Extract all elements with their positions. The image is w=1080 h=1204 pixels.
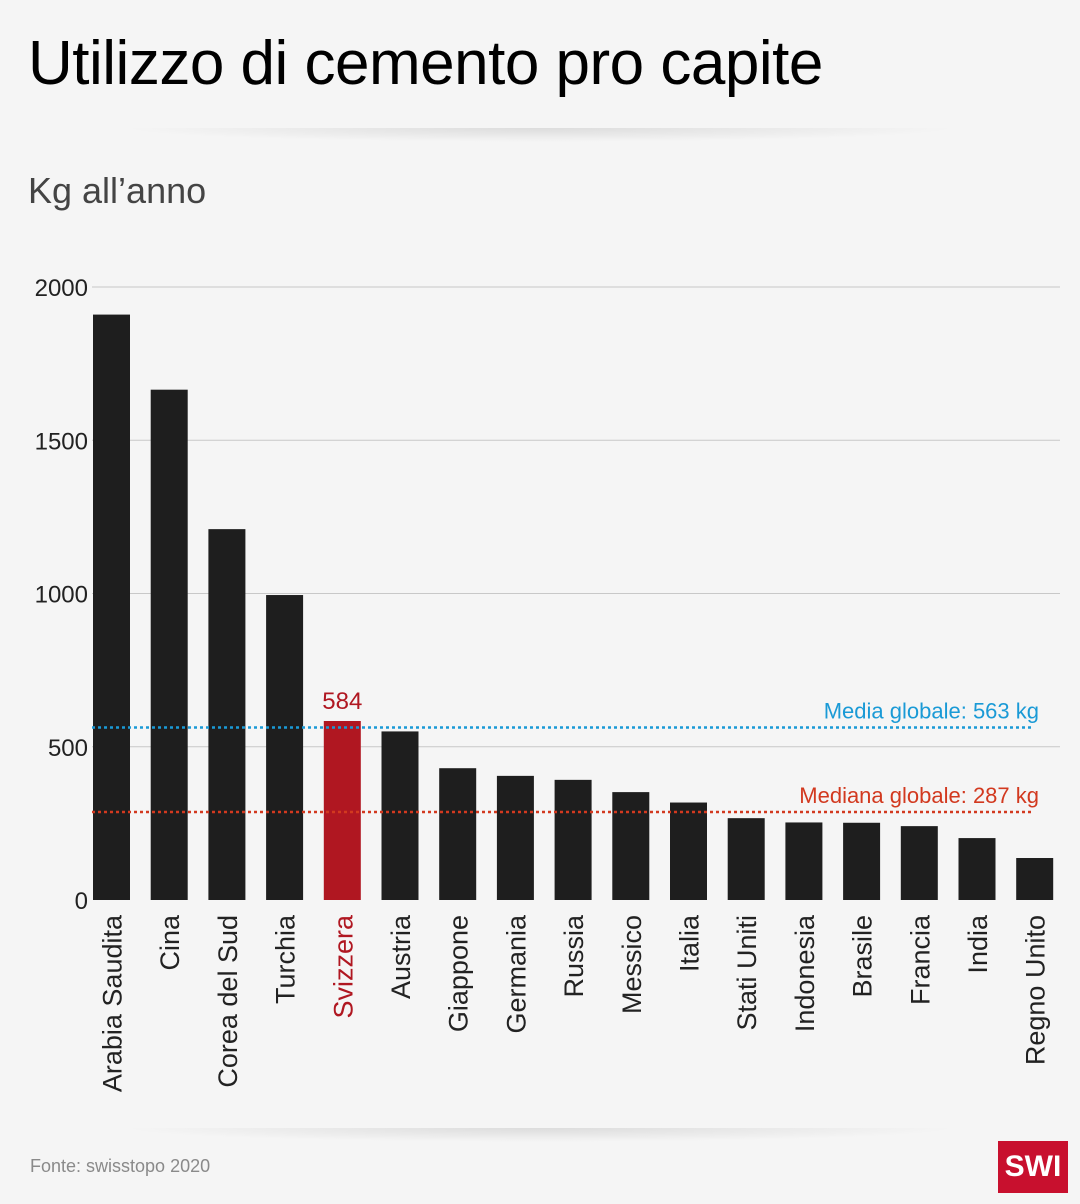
- swi-logo: SWI: [998, 1141, 1068, 1193]
- y-axis-ticks: 0 500 1000 1500 2000: [35, 275, 88, 915]
- bar-brasile: [843, 822, 881, 900]
- x-axis-labels: Arabia Saudita Cina Corea del Sud Turchia Sv…: [98, 914, 1051, 1092]
- bar-giappone: [439, 768, 477, 900]
- bar-stati-uniti: [727, 818, 765, 900]
- highlight-value-label: 584: [322, 688, 362, 715]
- x-tick-label: Svizzera: [328, 914, 358, 1019]
- x-tick-label: Russia: [559, 914, 589, 998]
- y-tick-label: 1500: [35, 428, 88, 455]
- x-tick-label: Regno Unito: [1021, 915, 1051, 1065]
- x-tick-label: Corea del Sud: [213, 915, 243, 1088]
- title-divider-shadow: [120, 128, 960, 142]
- gridlines: [92, 286, 1060, 748]
- bar-austria: [381, 731, 419, 900]
- chart-unit-subtitle: Kg all’anno: [28, 170, 207, 211]
- bar-svizzera: [323, 721, 361, 900]
- bar-india: [958, 838, 996, 900]
- x-tick-label: Italia: [675, 914, 705, 972]
- footer-divider-shadow: [120, 1128, 960, 1142]
- x-tick-label: Germania: [501, 914, 531, 1034]
- x-tick-label: Giappone: [444, 915, 474, 1032]
- bars: 584: [93, 314, 1054, 901]
- bar-germania: [496, 775, 534, 900]
- mean-reference-label: Media globale: 563 kg: [824, 698, 1039, 723]
- bar-cina: [150, 389, 188, 900]
- bar-messico: [612, 792, 650, 900]
- y-tick-label: 500: [48, 735, 88, 762]
- bar-indonesia: [785, 822, 823, 900]
- x-tick-label: Austria: [386, 914, 416, 999]
- bar-chart: 0 500 1000 1500 2000 584 Media globale: 563 …: [35, 275, 1060, 1092]
- x-tick-label: Arabia Saudita: [98, 914, 128, 1092]
- reference-lines: Media globale: 563 kg Mediana globale: 28…: [92, 698, 1039, 814]
- x-tick-label: Stati Uniti: [732, 915, 762, 1031]
- y-tick-label: 1000: [35, 582, 88, 609]
- x-tick-label: Messico: [617, 915, 647, 1014]
- x-tick-label: Brasile: [848, 915, 878, 998]
- source-note: Fonte: swisstopo 2020: [30, 1156, 211, 1176]
- page-title: Utilizzo di cemento pro capite: [28, 29, 823, 98]
- bar-turchia: [266, 595, 304, 900]
- x-tick-label: Turchia: [271, 914, 301, 1004]
- bar-corea-del-sud: [208, 529, 246, 900]
- x-tick-label: Indonesia: [790, 914, 820, 1032]
- bar-arabia-saudita: [93, 314, 130, 901]
- bar-russia: [554, 779, 592, 900]
- y-tick-label: 0: [75, 888, 88, 915]
- median-reference-label: Mediana globale: 287 kg: [799, 783, 1039, 808]
- bar-italia: [670, 802, 707, 900]
- x-tick-label: Francia: [905, 914, 935, 1005]
- bar-regno-unito: [1016, 858, 1054, 900]
- x-tick-label: India: [963, 914, 993, 974]
- y-tick-label: 2000: [35, 275, 88, 302]
- x-tick-label: Cina: [155, 914, 185, 971]
- bar-francia: [900, 826, 938, 900]
